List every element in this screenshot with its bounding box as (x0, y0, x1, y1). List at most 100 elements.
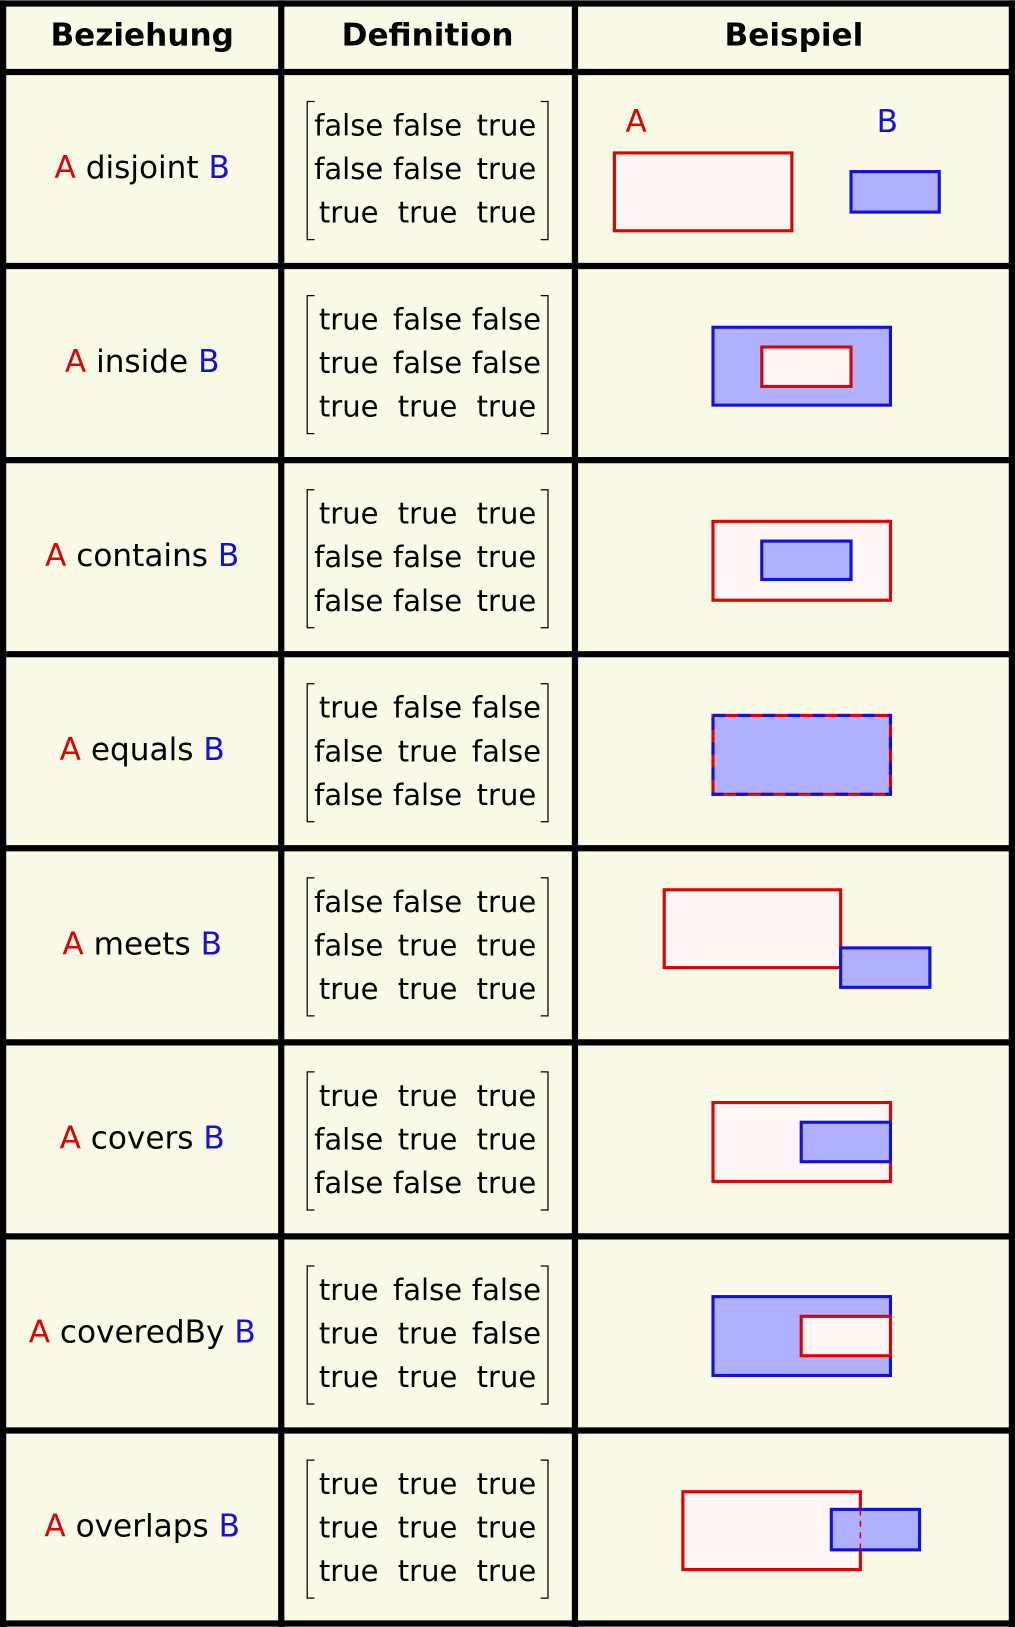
matrix-cell: true (477, 196, 537, 230)
matrix-bracket (540, 877, 549, 1017)
label-b: B (218, 538, 239, 574)
matrix-bracket (540, 489, 549, 629)
matrix-bracket (540, 294, 549, 435)
relation-name: inside (96, 344, 188, 380)
matrix-cell: false (393, 691, 462, 725)
relation-name: disjoint (86, 150, 199, 186)
matrix-cell: true (398, 972, 458, 1006)
matrix-cell: true (477, 778, 537, 812)
label-b: B (209, 150, 230, 186)
shape-a (662, 888, 843, 970)
matrix-bracket (540, 100, 549, 241)
label-b: B (198, 344, 219, 380)
relation-label: A overlaps B (44, 1509, 240, 1545)
relation-name: coveredBy (60, 1314, 225, 1350)
matrix-cell: false (393, 346, 462, 380)
matrix-cell: false (314, 885, 383, 919)
matrix-cell: false (314, 540, 383, 574)
shape-b (711, 713, 893, 796)
label-a: A (55, 150, 77, 186)
matrix-cell: false (393, 584, 462, 618)
matrix-cell: true (398, 1467, 458, 1501)
relation-label: A covers B (60, 1120, 225, 1156)
matrix-cell: true (398, 1317, 458, 1351)
label-b: B (203, 732, 224, 768)
matrix-cell: true (319, 1273, 379, 1307)
matrix-cell: true (319, 1467, 379, 1501)
matrix-cell: true (477, 152, 537, 186)
matrix-bracket (306, 100, 315, 241)
relation-label: A coveredBy B (29, 1314, 256, 1350)
matrix-cell: false (393, 1273, 462, 1307)
matrix-cell: false (314, 1122, 383, 1156)
matrix-cell: true (477, 497, 537, 531)
label-a: A (65, 344, 87, 380)
matrix-cell: true (477, 1467, 537, 1501)
matrix-bracket (306, 489, 315, 629)
label-a: A (60, 1120, 82, 1156)
matrix-cell: true (477, 390, 537, 424)
matrix-cell: false (314, 734, 383, 768)
matrix-cell: false (472, 1317, 541, 1351)
matrix-cell: true (319, 1360, 379, 1394)
matrix-bracket (540, 1459, 549, 1599)
column-header: Beispiel (725, 18, 864, 54)
matrix-cell: false (314, 152, 383, 186)
matrix-cell: false (314, 584, 383, 618)
label-b: B (201, 926, 222, 962)
matrix-cell: true (319, 346, 379, 380)
examples: A B (612, 104, 941, 1572)
relation-name: equals (91, 732, 194, 768)
column-header: Definition (342, 18, 514, 54)
matrix-cell: true (398, 1554, 458, 1588)
relation-label: A meets B (62, 926, 222, 962)
matrix-cell: true (319, 390, 379, 424)
matrix-cell: true (477, 540, 537, 574)
matrix-cell: true (398, 1360, 458, 1394)
label-a: A (62, 926, 84, 962)
shape-a (612, 151, 794, 233)
matrix-cell: true (477, 1360, 537, 1394)
shape-a (760, 345, 853, 388)
label-a: A (60, 732, 82, 768)
matrix-cell: true (477, 928, 537, 962)
matrix-bracket (306, 1071, 315, 1211)
matrix-bracket (306, 877, 315, 1017)
shape-a (799, 1314, 893, 1358)
matrix-cell: false (393, 303, 462, 337)
matrix-cell: false (472, 734, 541, 768)
matrix-cell: true (477, 108, 537, 142)
shape-b (839, 946, 932, 989)
matrix-cell: true (319, 196, 379, 230)
matrix-cell: false (314, 928, 383, 962)
matrix-bracket (306, 294, 315, 435)
matrix-cell: true (319, 1511, 379, 1545)
matrix-cell: false (314, 1166, 383, 1200)
matrix-cell: false (393, 885, 462, 919)
matrix-cell: true (398, 196, 458, 230)
matrix-cell: true (319, 691, 379, 725)
label-a: A (29, 1314, 51, 1350)
matrix-cell: true (398, 1079, 458, 1113)
column-header: Beziehung (50, 18, 233, 54)
label-b: B (219, 1509, 240, 1545)
relation-name: contains (76, 538, 208, 574)
matrix-cell: true (398, 1122, 458, 1156)
shape-b (849, 170, 941, 214)
label-b: B (203, 1120, 224, 1156)
matrix-cell: true (477, 584, 537, 618)
matrix-cell: false (472, 1273, 541, 1307)
matrix-cell: true (477, 885, 537, 919)
shape-b (760, 539, 853, 582)
relation-label: A equals B (60, 732, 225, 768)
matrix-cell: true (398, 1511, 458, 1545)
matrix-cell: true (398, 928, 458, 962)
label-b: B (234, 1314, 255, 1350)
label-b: B (877, 104, 898, 140)
matrix-bracket (540, 1071, 549, 1211)
matrix-cell: true (477, 1511, 537, 1545)
matrix-cell: false (393, 1166, 462, 1200)
matrix-cell: false (393, 108, 462, 142)
matrix-cell: true (398, 497, 458, 531)
matrix-cell: true (398, 734, 458, 768)
